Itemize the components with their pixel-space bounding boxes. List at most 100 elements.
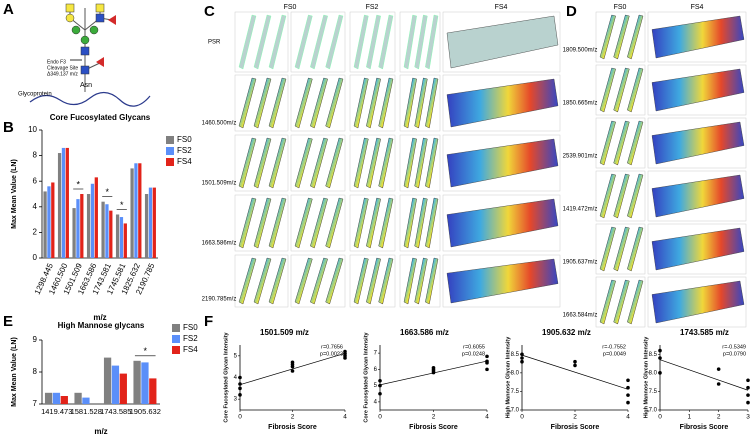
protein-label: Glycoprotein (18, 92, 52, 98)
tissue-section (613, 226, 630, 272)
y-tick-label: 8.5 (649, 352, 658, 358)
tissue-section (599, 67, 616, 113)
tissue-section (378, 14, 394, 70)
y-tick-label: 4 (374, 399, 378, 405)
y-tick-label: 6 (33, 176, 38, 185)
tissue-section (414, 197, 428, 249)
chart-title: High Mannose glycans (58, 321, 145, 330)
bar (134, 163, 138, 258)
x-tick-label: 4 (485, 414, 489, 421)
legend-swatch (166, 136, 174, 144)
tissue-section (613, 67, 630, 113)
tissue-section (425, 257, 439, 305)
fit-line (521, 354, 629, 390)
tissue-section (378, 137, 394, 189)
y-tick-label: 5 (374, 383, 378, 389)
bar (115, 214, 120, 258)
stat-label: r=-0.5349 (722, 344, 746, 350)
tissue-section (414, 14, 428, 70)
y-axis-label: Max Mean Value (LN) (11, 159, 18, 229)
row-label: 1850.665m/z (563, 101, 598, 107)
stat-label: r=0.7656 (321, 344, 343, 350)
data-point (520, 356, 524, 360)
bar (60, 396, 68, 404)
row-label: 1663.586m/z (202, 241, 237, 247)
tissue-section (353, 137, 369, 189)
tissue-section (599, 279, 616, 325)
legend-swatch (166, 147, 174, 155)
chart-title: 1905.632 m/z (542, 328, 591, 337)
y-tick-label: 7.5 (511, 389, 520, 395)
y-tick-label: 4 (234, 375, 238, 381)
data-point (378, 378, 382, 383)
x-tick-label: 0 (378, 414, 382, 421)
data-point (746, 393, 750, 397)
bar (101, 201, 105, 258)
tissue-section (310, 197, 328, 249)
bar (148, 187, 153, 258)
bar (51, 182, 55, 258)
tissue-section (403, 14, 417, 70)
tissue-section (627, 173, 644, 219)
tissue-section (446, 198, 559, 248)
tissue-section (378, 257, 394, 305)
data-point (626, 400, 630, 405)
data-point (290, 369, 295, 373)
bar (47, 186, 51, 258)
tissue-section (627, 67, 644, 113)
y-axis-label: High Mannose Glycan Intensity (643, 336, 649, 419)
bar (57, 153, 62, 258)
data-point (520, 352, 524, 357)
data-point (626, 385, 630, 390)
y-tick-label: 7 (33, 399, 38, 408)
row-label: 1419.472m/z (563, 207, 598, 213)
legend-swatch (172, 324, 180, 332)
data-point (626, 378, 630, 383)
bar (149, 378, 157, 404)
panel-letter: C (204, 3, 215, 20)
column-header: FS0 (614, 4, 627, 11)
tissue-section (238, 257, 257, 305)
x-axis-label: Fibrosis Score (268, 424, 317, 431)
data-point (573, 363, 577, 368)
bar (138, 163, 142, 258)
row-label: 1809.500m/z (563, 48, 598, 54)
tissue-section (378, 77, 394, 129)
bar (141, 362, 149, 404)
x-tick-label: 1905.632 (130, 407, 161, 416)
bar (44, 392, 53, 404)
bar (82, 397, 90, 404)
tissue-section (253, 14, 272, 70)
data-point (343, 356, 347, 360)
y-axis-label: Core Fucosylated Glycan Intensity (223, 331, 229, 422)
cleavage-label: Endo F3 (47, 59, 66, 65)
y-tick-label: 9 (33, 335, 38, 344)
bar (130, 168, 134, 258)
significance-mark: * (120, 200, 124, 210)
tissue-section (425, 137, 439, 189)
glycan-schematic (29, 3, 151, 107)
x-tick-label: 3 (746, 414, 750, 421)
tissue-section (599, 120, 616, 166)
panel-letter: E (3, 313, 13, 330)
tissue-section (310, 14, 328, 70)
tissue-section (294, 257, 313, 305)
tissue-section (414, 77, 428, 129)
bar (94, 177, 98, 258)
tissue-section (651, 227, 745, 271)
data-point (238, 382, 242, 386)
panel-letter: D (566, 3, 577, 20)
row-label: PSR (208, 40, 221, 46)
tissue-section (268, 14, 287, 70)
tissue-section (294, 197, 313, 249)
data-point (658, 348, 662, 353)
bar (65, 147, 69, 258)
legend-label: FS0 (177, 135, 192, 144)
tissue-section (253, 197, 272, 249)
y-tick-label: 10 (28, 125, 37, 134)
stat-label: r=0.6055 (463, 344, 485, 350)
stat-label: p=0.0049 (603, 351, 626, 357)
y-tick-label: 7.0 (649, 408, 658, 414)
tissue-section (446, 15, 559, 69)
